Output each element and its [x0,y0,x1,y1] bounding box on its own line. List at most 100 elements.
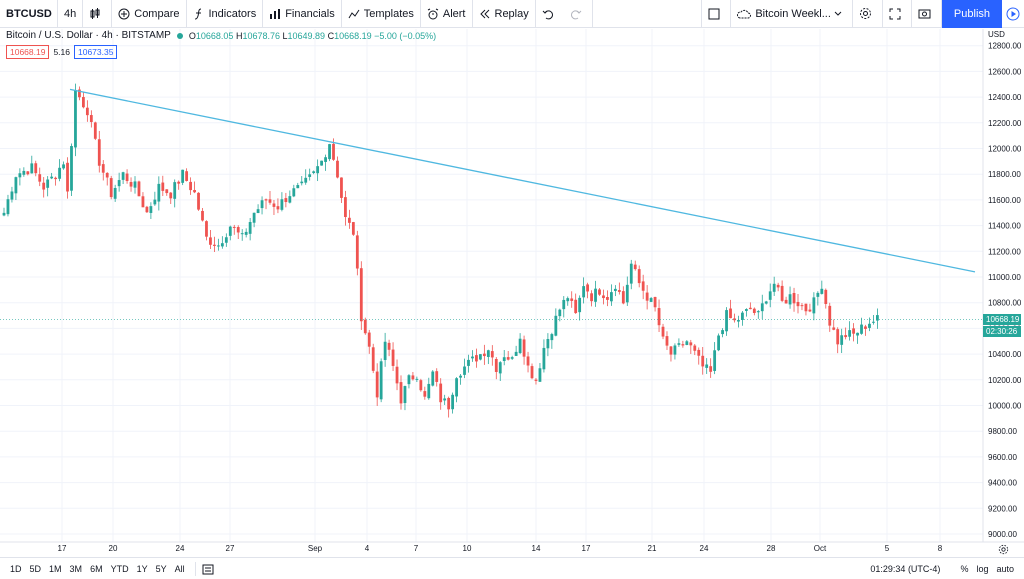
candle-body [232,226,236,228]
candle-body [490,351,494,358]
candle-body [371,347,375,371]
candle-body [165,189,169,194]
indicators-button[interactable]: Indicators [187,0,264,28]
log-toggle[interactable]: log [976,563,989,574]
undo-button[interactable] [536,0,564,28]
candle-body [844,335,848,338]
candle-body [701,355,705,367]
candle-body [697,349,701,356]
candle-body [224,237,228,243]
compare-button[interactable]: Compare [112,0,187,28]
time-tick-label: 8 [938,544,943,553]
price-tick-label: 12600.00 [988,67,1022,76]
candle-body [260,200,264,209]
fullscreen-toggle[interactable] [701,0,732,28]
low-label: L [282,30,288,41]
candle-body [113,187,117,199]
candle-body [328,144,331,160]
fullscreen-button[interactable] [883,0,912,28]
candle-body [105,172,109,178]
candle-body [800,305,804,307]
candle-body [733,318,736,321]
replay-button[interactable]: Replay [473,0,536,28]
candle-body [816,292,820,297]
candle-body [248,222,252,234]
layout-selector[interactable]: Bitcoin Weekl... [731,0,853,28]
chart-type-button[interactable] [83,0,113,28]
indicators-label: Indicators [208,7,257,20]
high-value: 10678.76 [242,30,280,41]
scale-settings-button[interactable] [983,542,1024,557]
candle-body [375,371,379,398]
price-tick-label: 9400.00 [988,479,1017,488]
interval-button[interactable]: 4h [58,0,84,28]
trend-line[interactable] [69,88,976,273]
price-tick-label: 12000.00 [988,145,1022,154]
publish-button[interactable]: Publish [941,0,1002,28]
expand-icon [889,8,901,19]
low-value: 10649.89 [287,30,326,41]
price-tick-label: 11200.00 [988,247,1021,256]
range-button-5d[interactable]: 5D [29,563,42,574]
templates-button[interactable]: Templates [342,0,421,28]
candle-body [54,177,58,180]
candle-body [276,206,280,210]
range-button-5y[interactable]: 5Y [155,563,167,574]
range-button-ytd[interactable]: YTD [110,563,129,574]
redo-button[interactable] [564,0,593,28]
candle-body [689,342,693,346]
candle-body [606,297,609,300]
settings-button[interactable] [853,0,883,28]
candle-body [832,327,836,330]
candle-body [459,375,462,378]
bid-badge[interactable]: 10668.19 [6,45,50,59]
candle-body [367,332,371,347]
time-tick-label: 28 [767,544,776,553]
candle-body [395,366,399,384]
alert-button[interactable]: Alert [421,0,473,28]
candle-body [181,169,185,183]
financials-button[interactable]: Financials [263,0,342,28]
candle-body [709,366,713,372]
snapshot-button[interactable] [912,0,942,28]
candle-body [101,164,105,173]
range-button-1d[interactable]: 1D [10,563,22,574]
candle-body [467,359,470,366]
goto-date-icon[interactable] [202,563,214,575]
redo-icon [570,9,582,19]
ask-badge[interactable]: 10673.35 [74,45,118,59]
price-tick-label: 9600.00 [988,453,1017,462]
candle-body [546,339,550,349]
candle-body [216,245,220,247]
candle-body [610,292,613,302]
range-button-6m[interactable]: 6M [90,563,103,574]
candle-body [554,315,558,336]
candle-body [748,307,752,310]
candle-body [22,170,26,175]
candle-body [737,320,740,322]
divider [194,561,196,576]
templates-label: Templates [363,7,414,20]
percent-toggle[interactable]: % [960,563,969,574]
candle-body [363,319,367,334]
candle-body [625,284,629,303]
play-button[interactable] [1002,0,1024,28]
bottom-toolbar: 1D 5D 1M 3M 6M YTD 1Y 5Y All 01:29:34 (UTC-4) % … [0,557,1024,579]
candle-body [252,212,256,223]
candle-body [308,174,312,177]
candle-body [828,305,832,326]
range-button-3m[interactable]: 3M [69,563,83,574]
range-button-1m[interactable]: 1M [49,563,62,574]
candle-body [149,206,153,213]
range-button-1y[interactable]: 1Y [136,563,148,574]
clock[interactable]: 01:29:34 (UTC-4) [870,563,941,574]
range-button-all[interactable]: All [174,563,185,574]
candle-body [518,338,522,354]
symbol-search[interactable]: BTCUSD [0,0,58,28]
auto-toggle[interactable]: auto [996,563,1014,574]
currency-label[interactable]: USD [988,30,1005,39]
candle-body [62,164,65,169]
candle-body [721,330,724,335]
candle-body [673,345,677,355]
